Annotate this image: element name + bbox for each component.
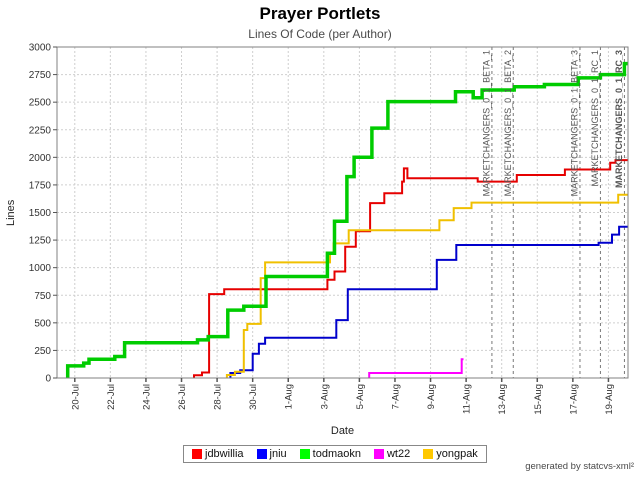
y-tick-label: 2750: [29, 70, 52, 81]
x-tick-label: 20-Jul: [70, 384, 81, 410]
x-tick-label: 26-Jul: [177, 384, 188, 410]
y-tick-label: 1000: [29, 263, 52, 274]
y-tick-label: 3000: [29, 43, 52, 54]
series-line-jdbwillia: [193, 159, 628, 378]
legend-label: todmaokn: [312, 448, 361, 460]
chart-subtitle: Lines Of Code (per Author): [248, 27, 392, 41]
legend-label: yongpak: [436, 448, 478, 460]
x-tick-label: 1-Aug: [284, 384, 295, 409]
x-tick-label: 17-Aug: [568, 384, 579, 415]
x-tick-label: 3-Aug: [319, 384, 330, 409]
legend: jdbwillia jniu todmaokn wt22 yongpak: [183, 445, 487, 463]
legend-swatch-jniu: [256, 449, 267, 459]
legend-item: wt22: [373, 448, 411, 460]
x-tick-label: 22-Jul: [106, 384, 117, 410]
x-tick-label: 7-Aug: [390, 384, 401, 409]
y-tick-label: 2250: [29, 125, 52, 136]
x-tick-label: 30-Jul: [248, 384, 259, 410]
series-line-jniu: [229, 225, 628, 378]
legend-item: todmaokn: [299, 448, 361, 460]
release-marker-label: MARKETCHANGERS_0_1_RC_3: [614, 50, 624, 188]
x-tick-label: 5-Aug: [355, 384, 366, 409]
release-marker-label: MARKETCHANGERS_0_1_RC_1: [590, 50, 600, 187]
legend-item: jdbwillia: [192, 448, 244, 460]
legend-swatch-todmaokn: [299, 449, 310, 459]
release-marker-label: MARKETCHANGERS_0_1_BETA_3: [569, 50, 579, 196]
y-tick-label: 1250: [29, 236, 52, 247]
y-tick-label: 500: [34, 318, 51, 329]
release-marker-label: MARKETCHANGERS_0_1_BETA_1: [481, 50, 491, 196]
x-tick-label: 9-Aug: [426, 384, 437, 409]
y-tick-label: 2000: [29, 153, 52, 164]
series-line-todmaokn: [65, 61, 628, 378]
legend-item: jniu: [256, 448, 287, 460]
x-tick-label: 19-Aug: [604, 384, 615, 415]
x-axis-title: Date: [330, 425, 355, 437]
legend-label: jdbwillia: [205, 448, 244, 460]
y-tick-label: 250: [34, 346, 51, 357]
series-line-wt22: [368, 358, 464, 378]
x-tick-label: 24-Jul: [141, 384, 152, 410]
legend-item: yongpak: [423, 448, 478, 460]
release-marker-label: MARKETCHANGERS_0_1_BETA_2: [503, 50, 513, 196]
y-tick-label: 2500: [29, 98, 52, 109]
y-tick-label: 1500: [29, 208, 52, 219]
chart-title: Prayer Portlets: [259, 4, 381, 23]
generator-credit: generated by statcvs-xml²: [525, 461, 634, 472]
legend-swatch-jdbwillia: [192, 449, 202, 459]
x-tick-label: 11-Aug: [462, 384, 473, 414]
legend-label: wt22: [386, 448, 411, 460]
x-tick-label: 15-Aug: [533, 384, 544, 415]
legend-swatch-wt22: [373, 449, 384, 459]
x-tick-label: 13-Aug: [497, 384, 508, 415]
legend-label: jniu: [269, 448, 287, 460]
y-tick-label: 750: [34, 291, 51, 302]
y-tick-label: 1750: [29, 180, 52, 191]
y-tick-label: 0: [45, 374, 51, 385]
series-line-yongpak: [225, 193, 628, 378]
legend-swatch-yongpak: [423, 449, 434, 459]
x-tick-label: 28-Jul: [213, 384, 224, 410]
